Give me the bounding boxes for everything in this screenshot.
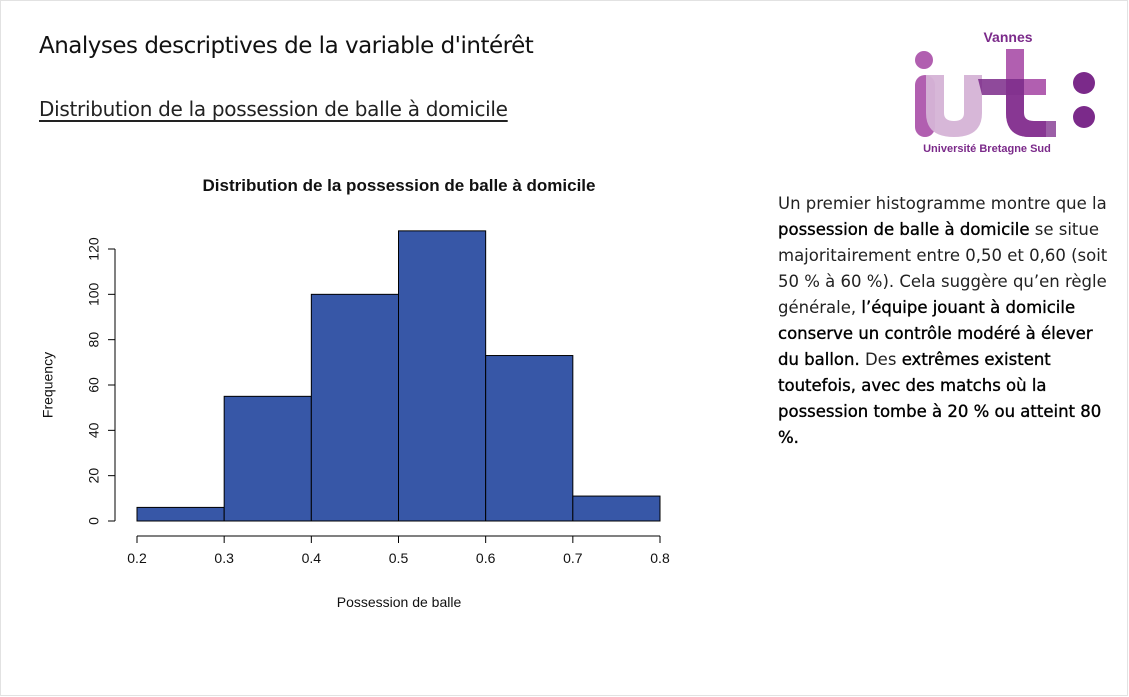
x-tick-label: 0.6	[476, 550, 496, 566]
x-tick-label: 0.2	[127, 550, 147, 566]
logo-university-label: Université Bretagne Sud	[923, 143, 1051, 155]
iut-logo-mark	[915, 49, 1095, 137]
paragraph-text: Des	[859, 350, 902, 369]
x-tick-label: 0.8	[650, 550, 670, 566]
paragraph-text: se situe majoritairement entre 0,50 et 0…	[778, 220, 1108, 317]
logo-city-label: Vannes	[983, 29, 1033, 45]
paragraph-text: Un premier histogramme montre que la	[778, 194, 1107, 213]
x-tick-label: 0.4	[302, 550, 322, 566]
chart-title: Distribution de la possession de balle à…	[203, 176, 596, 195]
x-axis-label: Possession de balle	[337, 594, 462, 610]
y-tick-label: 80	[86, 332, 102, 348]
y-tick-label: 60	[86, 377, 102, 393]
x-tick-label: 0.7	[563, 550, 583, 566]
histogram-chart: Distribution de la possession de balle à…	[40, 176, 670, 610]
histogram-bar	[223, 395, 312, 522]
histogram-bar	[398, 230, 487, 522]
x-tick-label: 0.5	[389, 550, 409, 566]
paragraph-emphasis: extrêmes existent toutefois, avec des ma…	[778, 350, 1102, 447]
histogram-bar	[136, 506, 225, 522]
iut-logo: Vannes Université Bretagne Sud	[906, 25, 1106, 165]
slide-title: Analyses descriptives de la variable d'i…	[39, 33, 534, 59]
y-tick-label: 20	[86, 468, 102, 484]
y-tick-label: 40	[86, 422, 102, 438]
y-tick-label: 100	[86, 282, 102, 306]
y-axis-label: Frequency	[40, 352, 56, 418]
slide-subtitle: Distribution de la possession de balle à…	[39, 97, 508, 121]
y-tick-label: 0	[86, 517, 102, 525]
x-tick-label: 0.3	[214, 550, 234, 566]
histogram-bar	[485, 355, 574, 522]
paragraph-emphasis: l’équipe jouant à domicile conserve un c…	[778, 298, 1093, 369]
histogram-bar	[310, 293, 400, 522]
commentary-paragraph: Un premier histogramme montre que la pos…	[778, 191, 1113, 451]
paragraph-emphasis: possession de balle à domicile	[778, 220, 1030, 239]
y-tick-label: 120	[86, 237, 102, 261]
histogram-bar	[572, 495, 661, 522]
